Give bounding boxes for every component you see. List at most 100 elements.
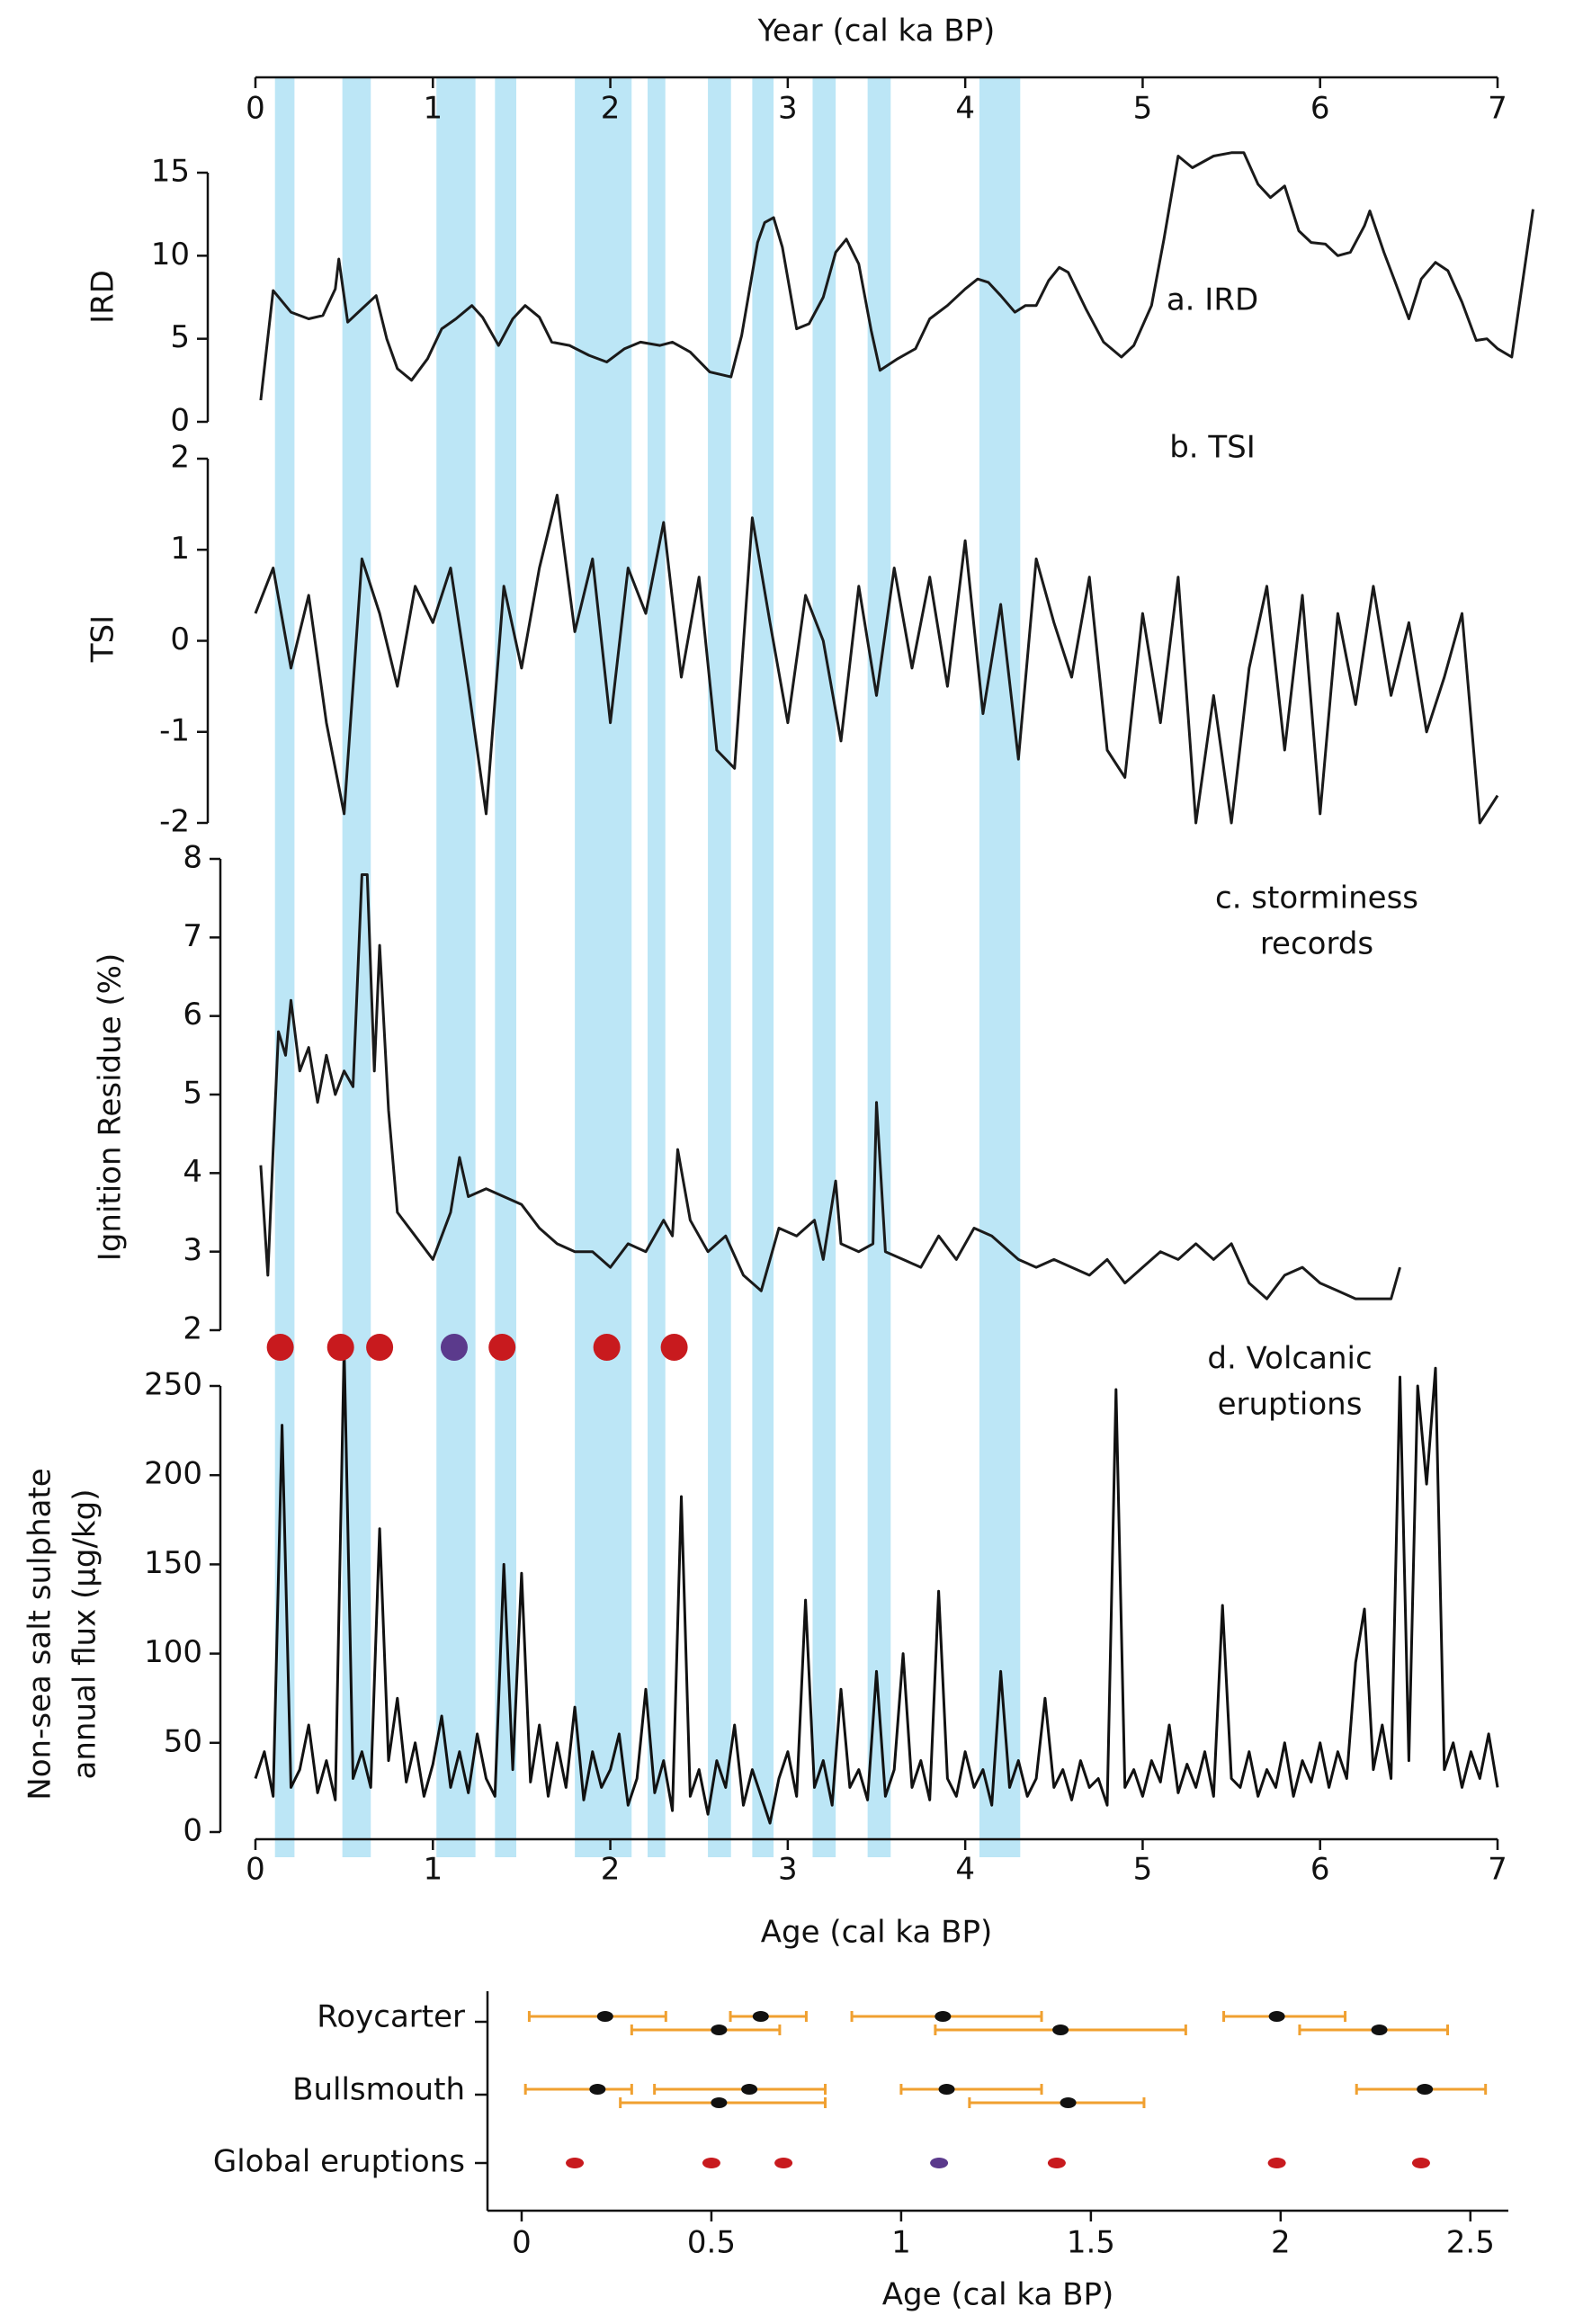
data-line: [259, 151, 1534, 401]
data-line: [254, 494, 1499, 825]
y-tick-label: 6: [183, 997, 202, 1032]
y-axis-title: IRD: [85, 270, 121, 324]
y-tick-label: 4: [183, 1154, 202, 1190]
shaded-period: [436, 77, 476, 1857]
y-tick-label: -2: [159, 804, 190, 840]
y-tick-label: 2: [183, 1311, 202, 1347]
shaded-period: [342, 77, 371, 1857]
eruption-point: [566, 2158, 585, 2168]
panel-label: b. TSI: [1169, 430, 1256, 466]
y-tick-label: 150: [144, 1545, 202, 1581]
eruption-marker: [326, 1334, 354, 1361]
x-tick-label: 2: [601, 1852, 621, 1888]
panel-label: eruptions: [1218, 1387, 1363, 1423]
eruption-point: [1411, 2158, 1430, 2168]
y-tick-label: 0: [170, 403, 190, 439]
x-tick-label: 5: [1133, 91, 1153, 127]
eruption-point: [930, 2158, 949, 2168]
date-point: [1060, 2097, 1077, 2108]
y-tick-label: 5: [183, 1076, 202, 1112]
x-axis-title: Age (cal ka BP): [882, 2277, 1113, 2313]
x-tick-label: 7: [1488, 91, 1507, 127]
y-tick-label: 2: [170, 440, 190, 476]
row-label: Roycarter: [317, 1999, 465, 2035]
y-tick-label: 1: [170, 531, 190, 567]
panel-label: a. IRD: [1167, 282, 1258, 318]
eruption-point: [1047, 2158, 1066, 2168]
x-tick-label: 2.5: [1446, 2225, 1495, 2261]
data-line: [259, 873, 1401, 1301]
x-tick-label: 3: [778, 91, 798, 127]
date-point: [596, 2011, 613, 2022]
shaded-period: [979, 77, 1021, 1857]
y-tick-label: 10: [151, 237, 190, 273]
y-tick-label: 3: [183, 1232, 202, 1268]
shaded-period: [575, 77, 632, 1857]
x-tick-label: 1: [423, 91, 443, 127]
y-tick-label: 7: [183, 918, 202, 954]
shaded-period: [708, 77, 731, 1857]
y-tick-label: 15: [151, 154, 190, 190]
eruption-marker: [266, 1334, 294, 1361]
data-line: [254, 1345, 1499, 1825]
x-tick-label: 1: [891, 2225, 911, 2261]
date-point: [1371, 2025, 1388, 2035]
date-point: [589, 2084, 606, 2095]
eruption-point: [702, 2158, 720, 2168]
y-tick-label: 5: [170, 319, 190, 355]
x-tick-label: 3: [778, 1852, 798, 1888]
eruption-marker: [440, 1334, 468, 1361]
date-point: [1052, 2025, 1069, 2035]
date-point: [752, 2011, 769, 2022]
y-axis-title: Non-sea salt sulphate: [22, 1468, 58, 1800]
x-tick-label: 7: [1488, 1852, 1507, 1888]
shaded-period: [495, 77, 517, 1857]
x-tick-label: 0: [512, 2225, 532, 2261]
y-axis-title: Ignition Residue (%): [93, 953, 129, 1261]
x-tick-label: 6: [1310, 1852, 1330, 1888]
date-point: [935, 2011, 952, 2022]
x-tick-label: 4: [955, 91, 975, 127]
shaded-period: [867, 77, 891, 1857]
x-tick-label: 1: [423, 1852, 443, 1888]
x-tick-label: 0: [246, 91, 265, 127]
panel-label: c. storminess: [1215, 880, 1418, 916]
x-tick-label: 1.5: [1067, 2225, 1115, 2261]
date-point: [711, 2025, 728, 2035]
y-tick-label: 0: [183, 1813, 202, 1849]
x-tick-label: 0: [246, 1852, 265, 1888]
row-label: Global eruptions: [213, 2144, 465, 2180]
x-tick-label: 2: [601, 91, 621, 127]
y-tick-label: 8: [183, 840, 202, 876]
date-point: [1268, 2011, 1285, 2022]
shaded-period: [274, 77, 295, 1857]
y-axis-title: annual flux (µg/kg): [67, 1489, 103, 1780]
eruption-marker: [593, 1334, 621, 1361]
date-point: [741, 2084, 758, 2095]
panel-label: records: [1260, 926, 1373, 962]
eruption-marker: [366, 1334, 394, 1361]
x-tick-label: 2: [1271, 2225, 1291, 2261]
eruption-point: [1267, 2158, 1286, 2168]
row-label: Bullsmouth: [292, 2072, 465, 2108]
y-tick-label: 250: [144, 1367, 202, 1403]
y-axis-title: TSI: [85, 615, 121, 663]
shaded-period: [752, 77, 774, 1857]
bottom-axis-title: Age (cal ka BP): [761, 1915, 992, 1951]
y-tick-label: 0: [170, 621, 190, 657]
x-tick-label: 5: [1133, 1852, 1153, 1888]
date-point: [1417, 2084, 1434, 2095]
y-tick-label: 100: [144, 1634, 202, 1670]
eruption-point: [774, 2158, 793, 2168]
shaded-period: [812, 77, 836, 1857]
x-tick-label: 4: [955, 1852, 975, 1888]
top-axis-title: Year (cal ka BP): [757, 13, 996, 49]
date-point: [711, 2097, 728, 2108]
panel-label: d. Volcanic: [1207, 1341, 1372, 1377]
eruption-marker: [488, 1334, 516, 1361]
date-point: [938, 2084, 955, 2095]
eruption-marker: [660, 1334, 688, 1361]
y-tick-label: -1: [159, 712, 190, 748]
x-tick-label: 6: [1310, 91, 1330, 127]
